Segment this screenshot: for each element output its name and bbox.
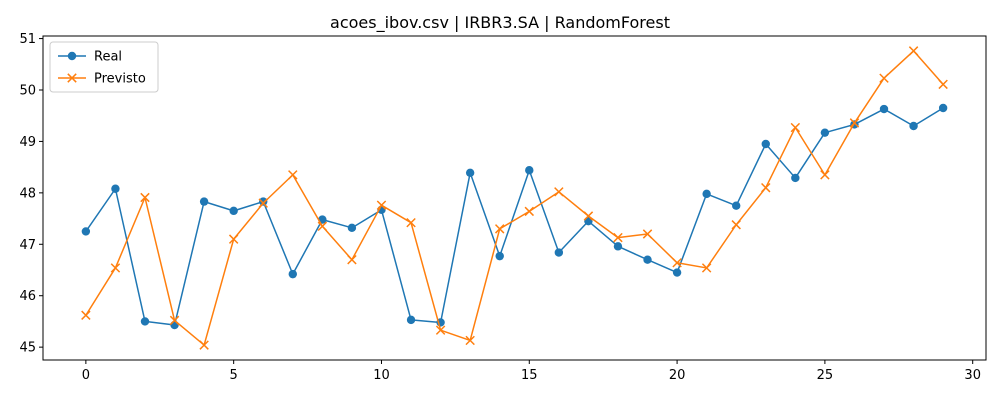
data-point-real (761, 139, 770, 149)
y-tick-label: 46 (19, 289, 36, 304)
data-point-previsto (524, 206, 535, 217)
data-point-real (554, 248, 564, 257)
x-tick-label: 25 (817, 368, 834, 383)
data-point-real (465, 168, 475, 177)
data-point-real (81, 227, 91, 236)
data-point-previsto (494, 224, 505, 234)
data-point-previsto (672, 258, 682, 268)
data-point-previsto (613, 232, 623, 243)
data-point-real (288, 269, 297, 279)
data-point-previsto (376, 200, 387, 210)
x-tick-label: 30 (964, 368, 981, 383)
data-point-real (879, 104, 889, 114)
legend-swatch-marker (67, 73, 77, 83)
chart-title: acoes_ibov.csv | IRBR3.SA | RandomForest (330, 13, 670, 33)
data-point-previsto (938, 79, 948, 90)
data-point-previsto (790, 122, 801, 133)
data-point-previsto (169, 315, 180, 326)
data-point-previsto (347, 254, 357, 265)
data-point-previsto (199, 340, 209, 350)
x-tick-label: 5 (230, 368, 238, 383)
y-tick-label: 48 (19, 186, 36, 201)
data-point-previsto (258, 198, 268, 208)
data-point-previsto (435, 325, 446, 335)
x-tick-label: 15 (521, 368, 538, 383)
data-point-previsto (317, 221, 328, 232)
plot-frame (42, 35, 987, 361)
data-point-real (229, 206, 238, 216)
y-tick-label: 45 (19, 341, 36, 356)
y-tick-label: 47 (19, 238, 36, 253)
data-point-real (140, 317, 150, 326)
series-previsto (81, 46, 948, 350)
data-point-real (111, 184, 120, 193)
plot-area (43, 36, 986, 360)
data-point-real (938, 103, 948, 113)
legend-item-previsto: Previsto (58, 72, 146, 87)
data-point-real (672, 268, 682, 277)
y-tick-label: 50 (19, 84, 36, 99)
legend: Real Previsto (49, 41, 159, 93)
x-tick-label: 20 (669, 368, 686, 383)
data-point-real (643, 255, 652, 264)
series-real (81, 103, 948, 330)
data-point-real (732, 201, 741, 210)
data-point-real (495, 251, 504, 261)
data-point-real (613, 242, 623, 251)
data-point-previsto (701, 263, 712, 273)
x-axis: 0 5 10 15 20 25 30 (82, 360, 981, 383)
x-tick-label: 10 (373, 368, 390, 383)
series-line-real (85, 107, 944, 326)
data-point-previsto (228, 234, 239, 244)
data-point-real (259, 197, 268, 206)
data-point-previsto (288, 170, 298, 180)
data-point-previsto (583, 211, 594, 221)
legend-swatch-marker (67, 51, 77, 61)
y-axis: 45 46 47 48 49 50 51 (19, 32, 43, 356)
data-point-previsto (554, 187, 564, 197)
y-tick-label: 49 (19, 135, 36, 150)
legend-item-real: Real (58, 50, 122, 65)
data-point-previsto (406, 217, 416, 228)
data-point-real (406, 315, 416, 325)
data-point-previsto (81, 310, 91, 320)
series-layer (81, 46, 948, 350)
legend-label: Real (94, 50, 122, 65)
data-point-real (525, 166, 534, 175)
data-point-previsto (642, 229, 653, 239)
series-line-previsto (85, 50, 944, 346)
data-point-previsto (140, 192, 150, 203)
data-point-previsto (465, 335, 475, 346)
legend-box (49, 41, 159, 93)
data-point-previsto (849, 118, 860, 128)
x-tick-label: 0 (82, 368, 90, 383)
data-point-previsto (731, 220, 741, 230)
data-point-real (199, 197, 209, 206)
data-point-real (820, 128, 830, 137)
data-point-previsto (820, 170, 830, 180)
data-point-previsto (908, 46, 919, 56)
data-point-previsto (761, 182, 771, 193)
y-tick-label: 51 (19, 32, 36, 47)
legend-label: Previsto (94, 72, 146, 87)
data-point-previsto (110, 263, 121, 273)
data-point-real (702, 189, 711, 199)
data-point-real (347, 223, 357, 233)
data-point-real (909, 121, 918, 131)
data-point-previsto (879, 73, 889, 83)
data-point-real (791, 173, 800, 183)
